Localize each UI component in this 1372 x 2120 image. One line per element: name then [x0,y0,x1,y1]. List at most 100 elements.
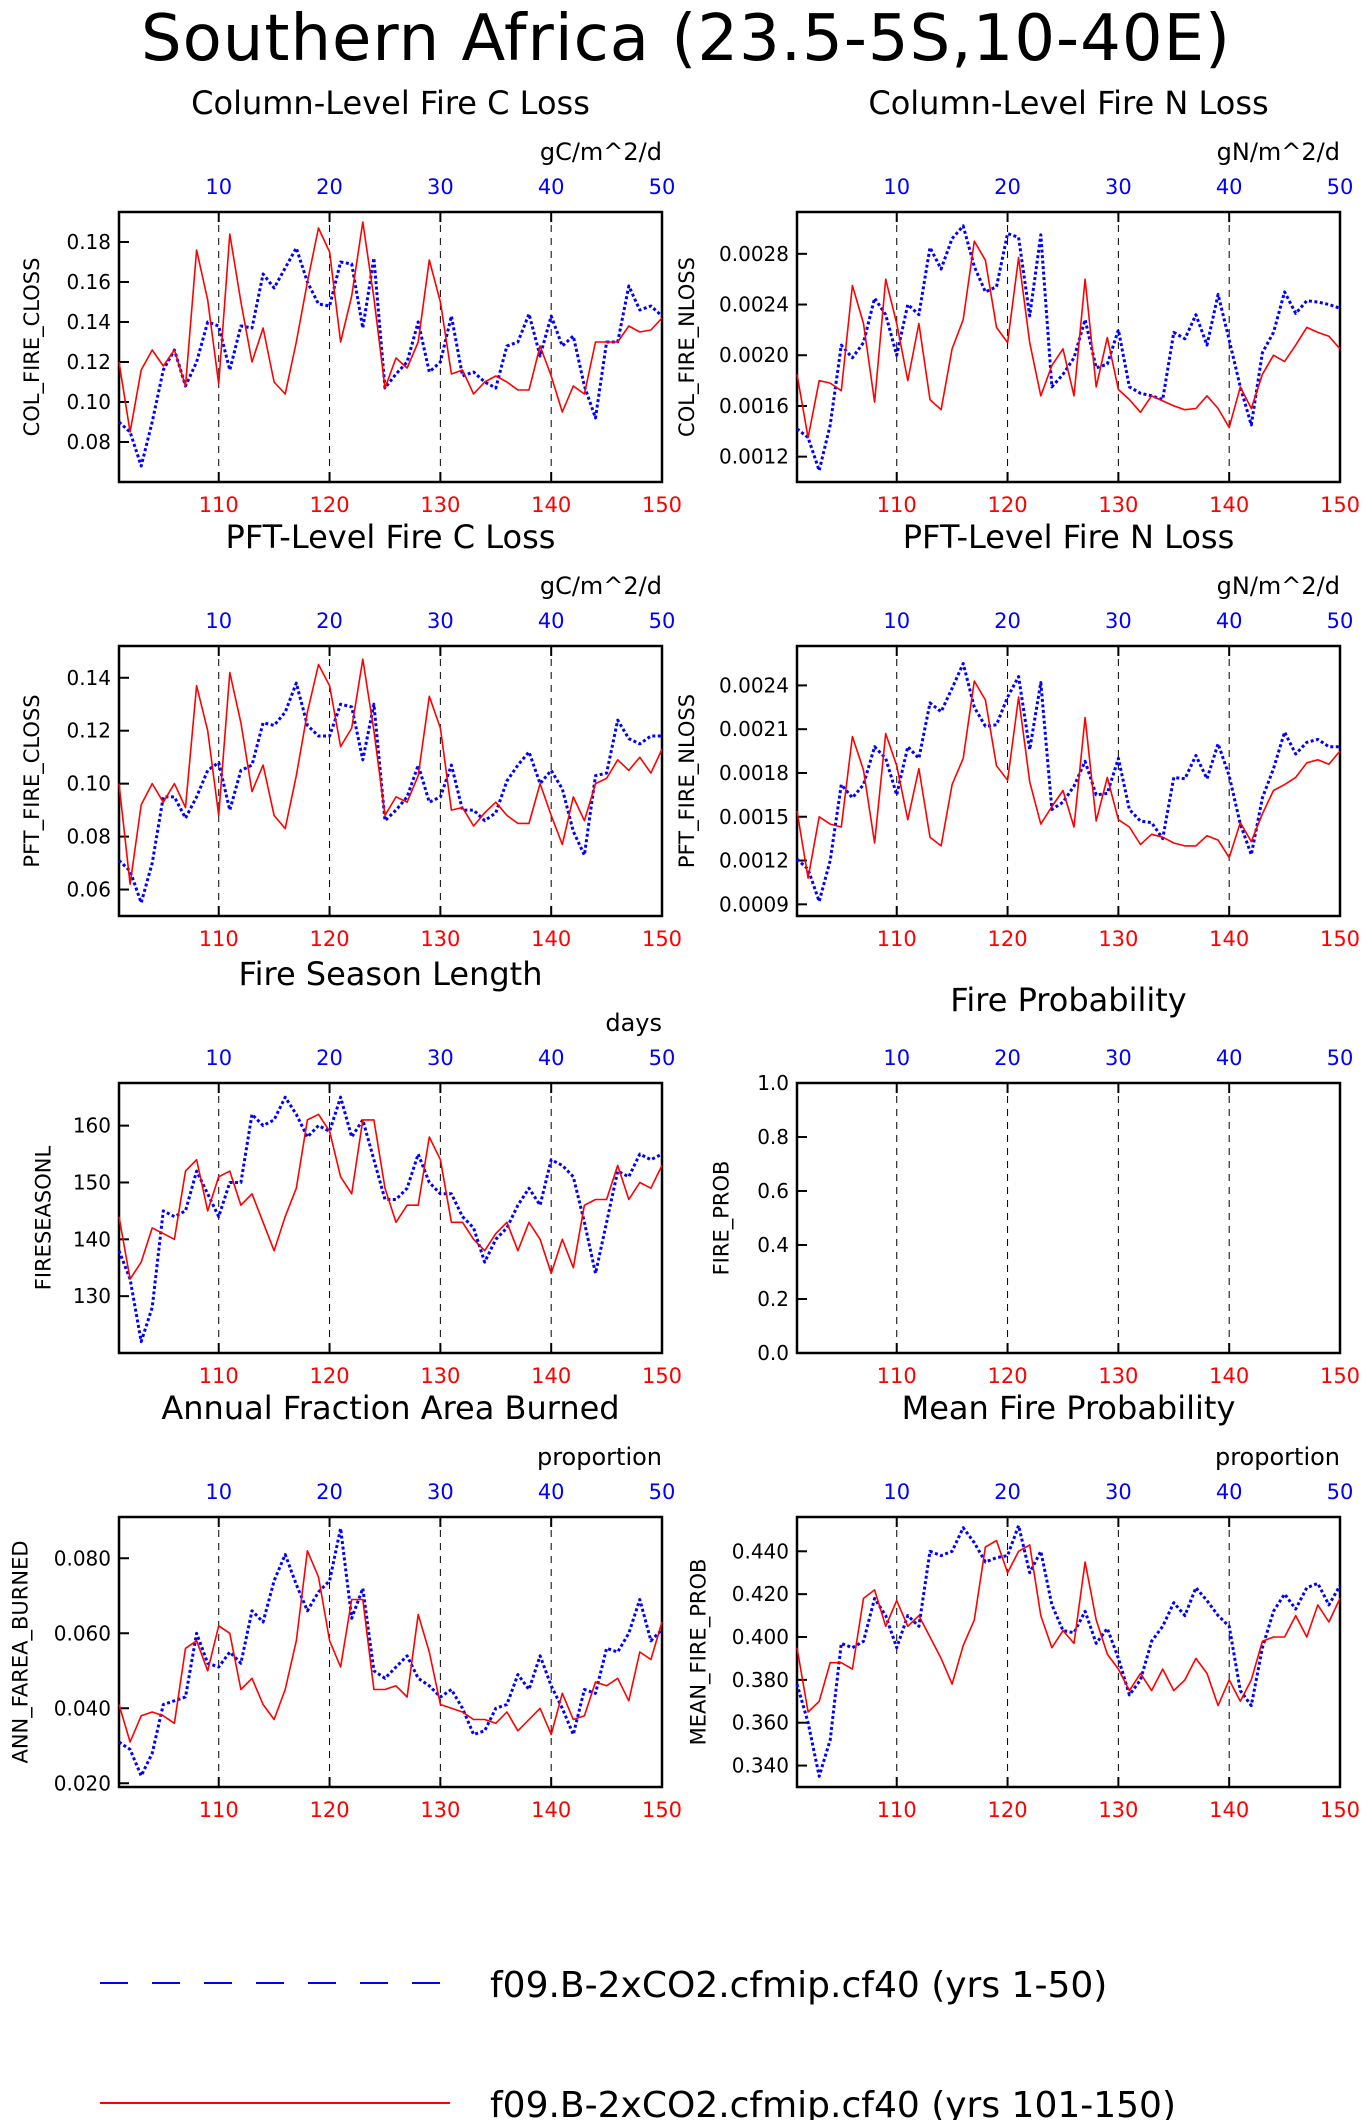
chart-title: Column-Level Fire C Loss [191,84,590,122]
y-tick-label: 0.0012 [719,445,789,469]
x-tick-label: 110 [877,1798,917,1822]
x2-tick-label: 50 [649,609,676,633]
plot-frame [117,1081,664,1355]
series-line-yrs-1-50 [796,224,1341,473]
y-tick-label: 130 [73,1284,111,1308]
x-tick-label: 150 [1320,493,1360,517]
legend-item-2: f09.B-2xCO2.cfmip.cf40 (yrs 101-150) [100,2085,1176,2120]
x2-tick-label: 20 [994,175,1021,199]
y-tick-label: 0.08 [66,430,111,454]
units-label: proportion [1215,1443,1340,1471]
x-tick-label: 110 [877,927,917,951]
plot-frame [795,210,1342,484]
chart-title: Fire Season Length [239,955,543,993]
series-line-yrs-1-50 [117,1095,663,1344]
x2-tick-label: 30 [427,1480,454,1504]
series-line-yrs-101-150 [118,221,663,433]
x2-tick-label: 20 [316,1046,343,1070]
x-tick-label: 140 [1209,1364,1249,1388]
chart-title: Mean Fire Probability [902,1389,1236,1427]
chart-panel-6: Fire Probability 110 120 130 140 150 10 20 30 40 5… [710,981,1361,1388]
x-tick-label: 120 [988,927,1028,951]
x-tick-label: 120 [988,1364,1028,1388]
y-tick-label: 0.2 [757,1287,789,1311]
x-tick-label: 110 [877,1364,917,1388]
x-tick-label: 140 [531,1364,571,1388]
y-tick-label: 140 [73,1227,111,1251]
plot-frame [795,644,1342,918]
y-tick-label: 0.8 [757,1125,789,1149]
y-tick-label: 0.10 [66,390,111,414]
y-axis-label: PFT_FIRE_NLOSS [675,694,700,868]
x-tick-label: 110 [199,927,239,951]
y-tick-label: 150 [73,1170,111,1194]
x2-tick-label: 20 [316,1480,343,1504]
y-tick-label: 0.440 [732,1539,789,1563]
y-tick-label: 0.400 [732,1625,789,1649]
x-tick-label: 130 [1098,1364,1138,1388]
x2-tick-label: 40 [1216,1046,1243,1070]
y-tick-label: 0.4 [757,1233,789,1257]
y-axis-label: COL_FIRE_CLOSS [20,258,45,437]
x2-tick-label: 50 [1327,1046,1354,1070]
x-tick-label: 140 [1209,927,1249,951]
y-tick-label: 0.380 [732,1668,789,1692]
x-tick-label: 150 [642,1364,682,1388]
x2-tick-label: 10 [883,1480,910,1504]
x2-tick-label: 30 [1105,609,1132,633]
x2-tick-label: 30 [427,609,454,633]
x-tick-label: 150 [642,927,682,951]
x2-tick-label: 30 [427,175,454,199]
x2-tick-label: 40 [538,175,565,199]
x2-tick-label: 40 [1216,1480,1243,1504]
x-tick-label: 120 [310,1798,350,1822]
x2-tick-label: 10 [205,1046,232,1070]
x-tick-label: 120 [988,493,1028,517]
chart-title: Fire Probability [950,981,1186,1019]
y-tick-label: 0.12 [66,719,111,743]
y-tick-label: 0.0028 [719,242,789,266]
chart-panel-3: PFT-Level Fire C Loss gC/m^2/d 110 120 130 14… [20,518,682,951]
x-tick-label: 150 [1320,1798,1360,1822]
y-tick-label: 0.6 [757,1179,789,1203]
x2-tick-label: 40 [1216,175,1243,199]
x2-tick-label: 40 [1216,609,1243,633]
x-tick-label: 130 [420,1364,460,1388]
series-line-yrs-1-50 [795,1524,1342,1778]
legend-item-1: f09.B-2xCO2.cfmip.cf40 (yrs 1-50) [100,1965,1107,2006]
y-tick-label: 0.0015 [719,805,789,829]
series-line-yrs-101-150 [118,1550,663,1743]
x2-tick-label: 10 [883,609,910,633]
plot-frame [117,644,664,918]
x2-tick-label: 10 [205,609,232,633]
y-tick-label: 0.360 [732,1711,789,1735]
x-tick-label: 130 [420,1798,460,1822]
y-tick-label: 0.0018 [719,761,789,785]
x-tick-label: 120 [988,1798,1028,1822]
x-tick-label: 130 [420,927,460,951]
chart-title: PFT-Level Fire C Loss [226,518,556,556]
units-label: proportion [537,1443,662,1471]
y-axis-label: ANN_FAREA_BURNED [9,1540,34,1763]
y-tick-label: 0.12 [66,350,111,374]
y-tick-label: 0.040 [54,1696,111,1720]
x-tick-label: 150 [1320,1364,1360,1388]
x-tick-label: 130 [420,493,460,517]
y-tick-label: 0.0009 [719,892,789,916]
x2-tick-label: 30 [1105,1046,1132,1070]
legend-label: f09.B-2xCO2.cfmip.cf40 (yrs 101-150) [490,2085,1176,2120]
x2-tick-label: 50 [1327,1480,1354,1504]
plot-frame [795,1081,1342,1355]
chart-title: Annual Fraction Area Burned [161,1389,619,1427]
y-tick-label: 0.0016 [719,394,789,418]
x-tick-label: 140 [1209,1798,1249,1822]
x-tick-label: 110 [877,493,917,517]
x2-tick-label: 10 [883,175,910,199]
units-label: gC/m^2/d [540,138,662,166]
x-tick-label: 130 [1098,927,1138,951]
x2-tick-label: 10 [205,175,232,199]
x2-tick-label: 10 [883,1046,910,1070]
page-title: Southern Africa (23.5-5S,10-40E) [141,2,1231,76]
series-line-yrs-101-150 [796,1539,1341,1713]
x-tick-label: 140 [1209,493,1249,517]
